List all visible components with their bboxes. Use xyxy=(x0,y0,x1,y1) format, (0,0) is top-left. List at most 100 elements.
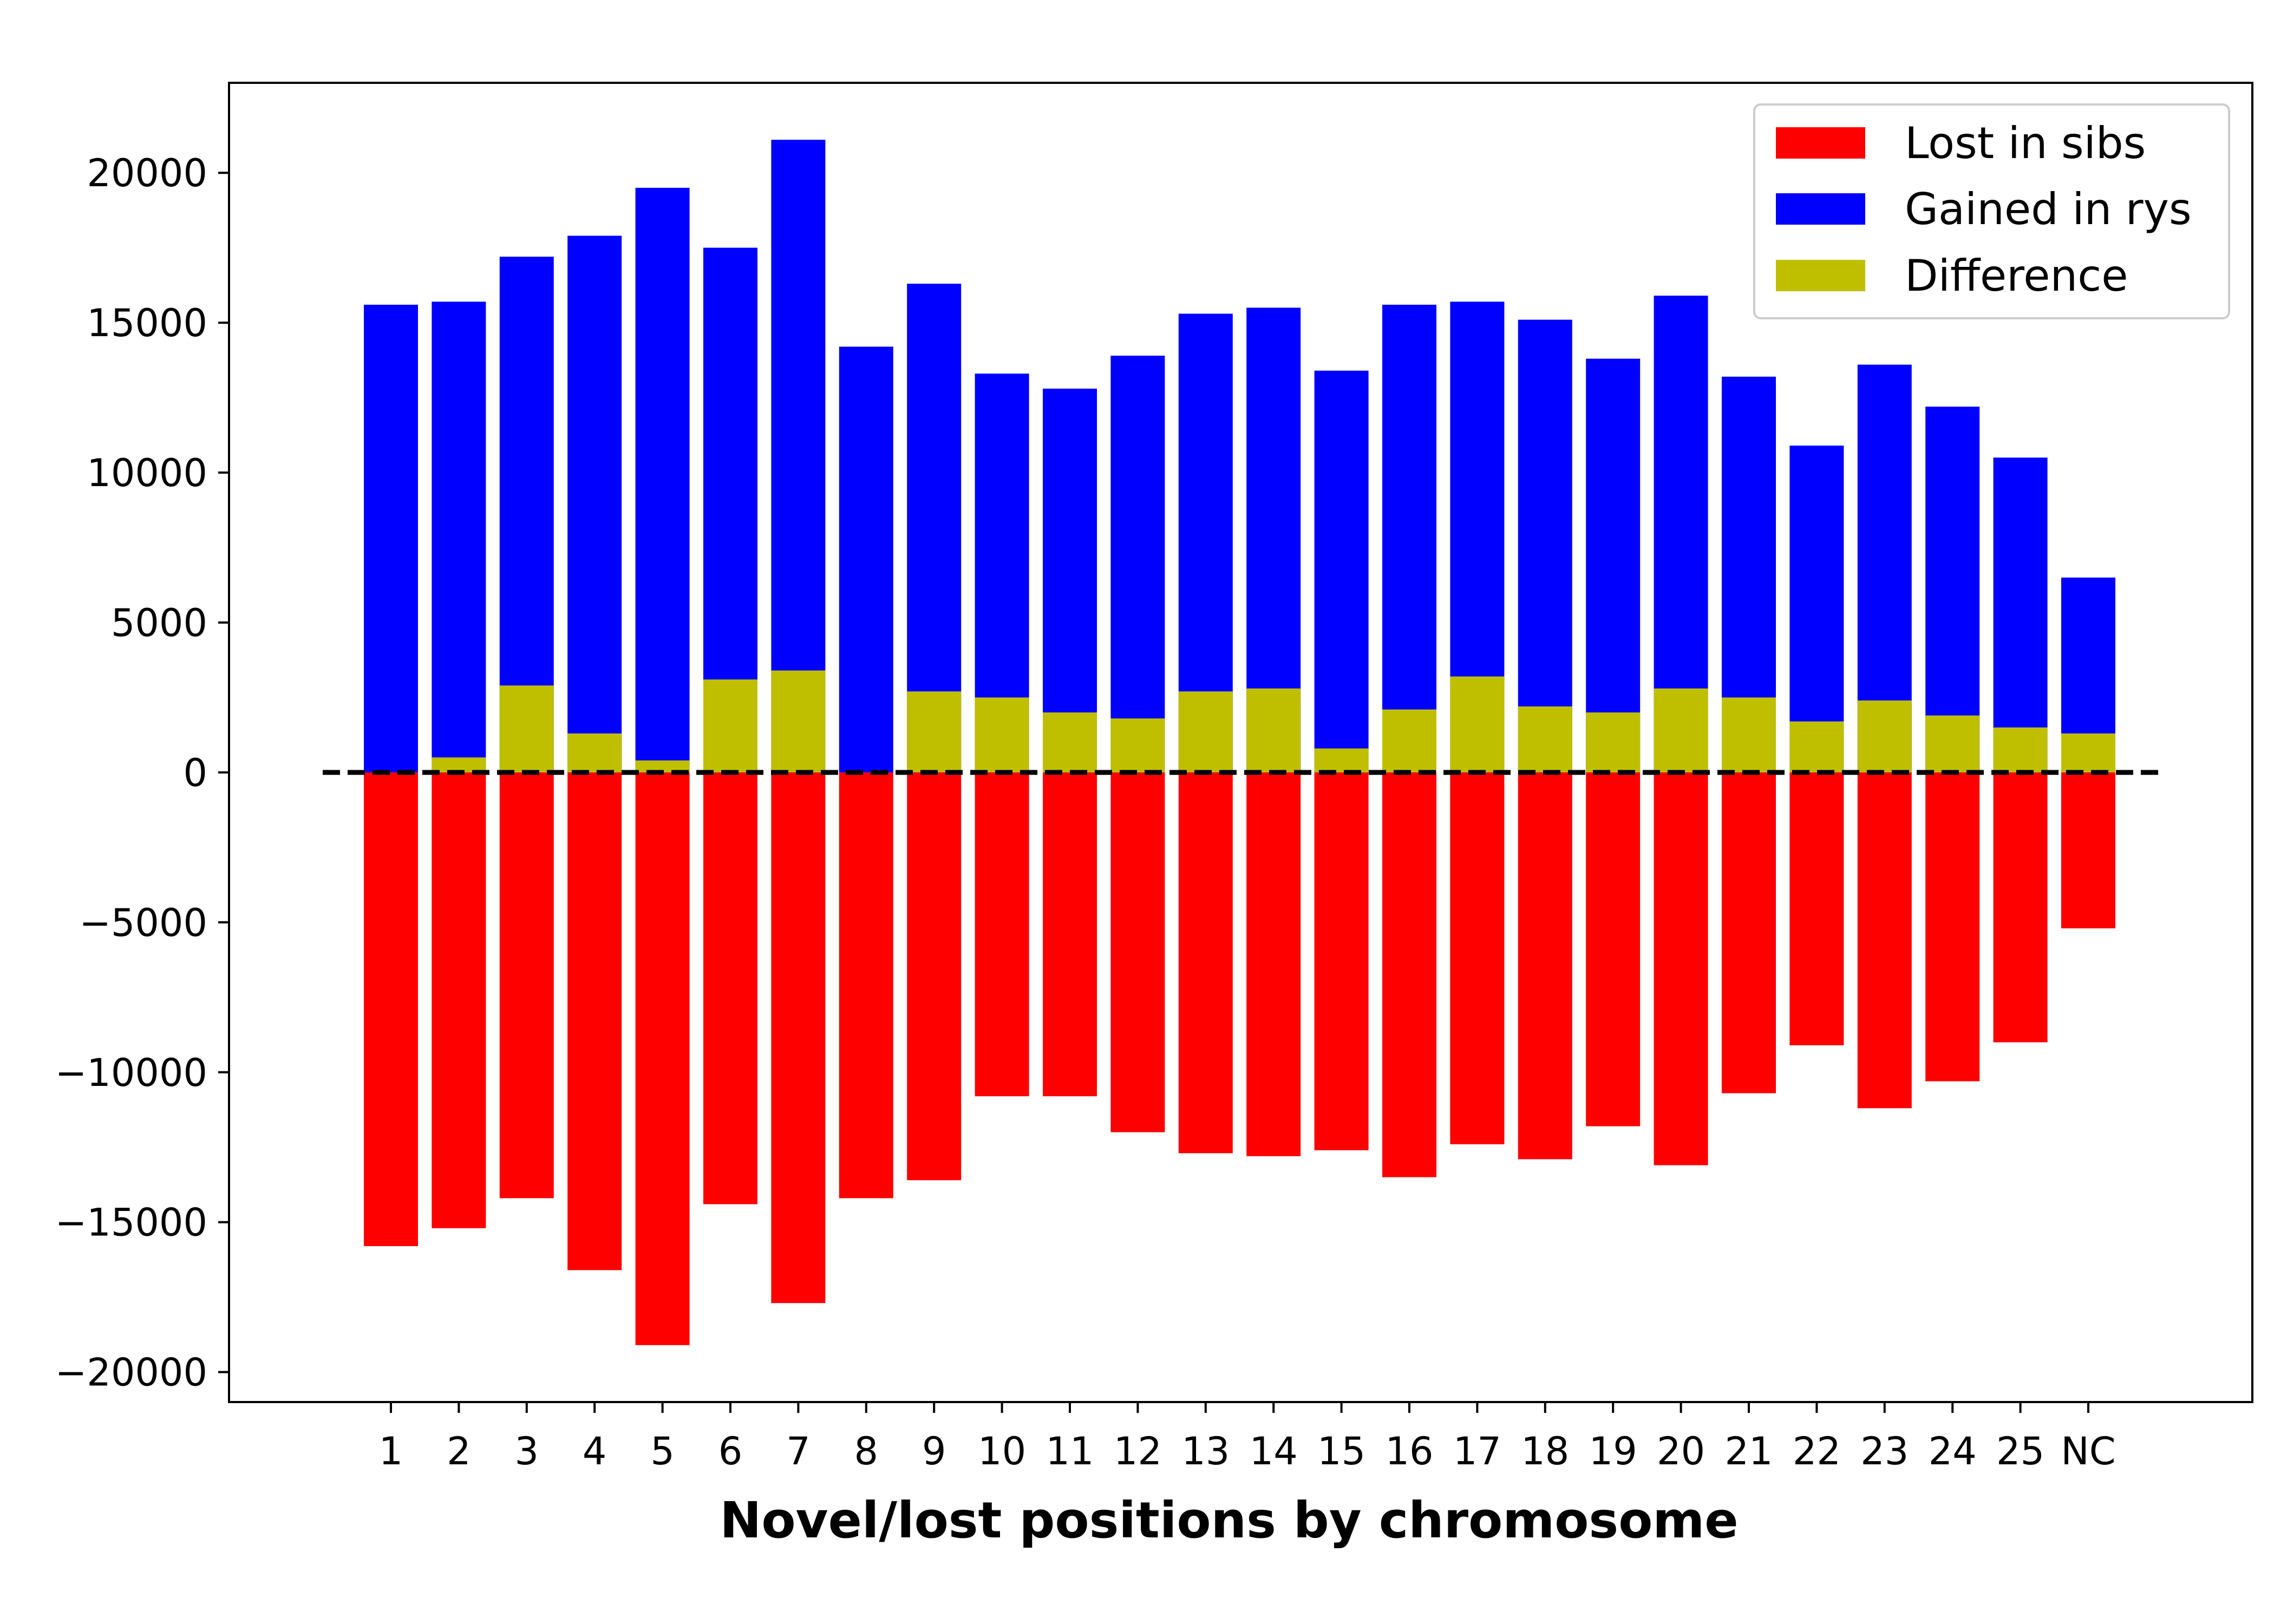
bar-difference-chr-25 xyxy=(1993,727,2048,772)
x-tick-label: 22 xyxy=(1793,1429,1841,1474)
x-tick-label: 3 xyxy=(515,1429,539,1474)
bar-difference-chr-6 xyxy=(703,679,757,772)
bar-lost-in-sibs-chr-11 xyxy=(1043,772,1097,1097)
bar-lost-in-sibs-chr-19 xyxy=(1586,772,1641,1127)
bar-difference-chr-9 xyxy=(907,691,962,772)
bar-lost-in-sibs-chr-3 xyxy=(499,772,554,1199)
x-tick-label: 11 xyxy=(1045,1429,1094,1474)
bar-difference-chr-18 xyxy=(1518,706,1572,772)
bar-gained-in-rys-chr-18 xyxy=(1518,319,1572,772)
bar-difference-chr-20 xyxy=(1654,688,1708,772)
bar-lost-in-sibs-chr-7 xyxy=(771,772,826,1304)
x-tick-label: 5 xyxy=(650,1429,675,1474)
bar-lost-in-sibs-chr-20 xyxy=(1654,772,1708,1165)
y-tick-label: −10000 xyxy=(55,1051,207,1095)
bar-gained-in-rys-chr-15 xyxy=(1314,370,1369,772)
x-tick-label: 19 xyxy=(1589,1429,1637,1474)
x-tick-label: 25 xyxy=(1996,1429,2044,1474)
x-tick-label: 21 xyxy=(1724,1429,1773,1474)
bar-difference-chr-24 xyxy=(1925,715,1980,772)
bar-difference-chr-22 xyxy=(1789,721,1844,772)
bar-gained-in-rys-chr-16 xyxy=(1382,304,1436,772)
bar-lost-in-sibs-chr-16 xyxy=(1382,772,1436,1177)
bar-difference-chr-3 xyxy=(499,685,554,772)
legend-label-gained-in-rys: Gained in rys xyxy=(1905,184,2192,234)
bar-gained-in-rys-chr-11 xyxy=(1043,388,1097,772)
bar-difference-chr-11 xyxy=(1043,712,1097,772)
bar-lost-in-sibs-chr-22 xyxy=(1789,772,1844,1045)
bar-gained-in-rys-chr-7 xyxy=(771,140,826,772)
bars-layer xyxy=(364,140,2115,1345)
x-tick-label: 10 xyxy=(978,1429,1026,1474)
bar-difference-chr-14 xyxy=(1246,688,1301,772)
bar-gained-in-rys-chr-24 xyxy=(1925,407,1980,772)
x-tick-label: 12 xyxy=(1114,1429,1162,1474)
y-axis: −20000 −15000 −10000 −5000 0 5000 10000 15000 20… xyxy=(55,151,229,1395)
y-tick-label: 15000 xyxy=(87,301,207,345)
x-tick-label: 17 xyxy=(1453,1429,1501,1474)
bar-lost-in-sibs-chr-nc xyxy=(2061,772,2115,928)
bar-lost-in-sibs-chr-1 xyxy=(364,772,418,1246)
x-tick-label: 7 xyxy=(786,1429,811,1474)
bar-gained-in-rys-chr-8 xyxy=(839,346,893,772)
bar-difference-chr-2 xyxy=(432,757,486,772)
bar-lost-in-sibs-chr-25 xyxy=(1993,772,2048,1043)
bar-lost-in-sibs-chr-2 xyxy=(432,772,486,1228)
bar-difference-chr-nc xyxy=(2061,733,2115,772)
bar-lost-in-sibs-chr-18 xyxy=(1518,772,1572,1160)
bar-gained-in-rys-chr-19 xyxy=(1586,358,1641,772)
y-tick-label: 5000 xyxy=(111,601,207,645)
x-tick-label: 15 xyxy=(1317,1429,1365,1474)
bar-difference-chr-12 xyxy=(1110,718,1165,772)
bar-lost-in-sibs-chr-6 xyxy=(703,772,757,1204)
bar-lost-in-sibs-chr-24 xyxy=(1925,772,1980,1082)
bar-difference-chr-19 xyxy=(1586,712,1641,772)
bar-gained-in-rys-chr-12 xyxy=(1110,356,1165,772)
bar-difference-chr-17 xyxy=(1450,676,1505,772)
bar-lost-in-sibs-chr-15 xyxy=(1314,772,1369,1150)
x-tick-label: 9 xyxy=(922,1429,946,1474)
bar-gained-in-rys-chr-5 xyxy=(635,187,690,772)
legend-label-lost-in-sibs: Lost in sibs xyxy=(1905,118,2146,168)
bar-difference-chr-4 xyxy=(567,733,622,772)
x-tick-label: 13 xyxy=(1181,1429,1230,1474)
y-tick-label: 20000 xyxy=(87,151,207,195)
x-axis: 1 2 3 4 5 6 7 8 9 10 11 12 13 14 15 16 17 18 19 20 21 22 23 24 2… xyxy=(379,1402,2116,1474)
y-tick-label: −15000 xyxy=(55,1201,207,1245)
plot-area-frame xyxy=(228,82,2253,1403)
x-tick-label: 8 xyxy=(854,1429,879,1474)
bar-lost-in-sibs-chr-12 xyxy=(1110,772,1165,1132)
bar-lost-in-sibs-chr-9 xyxy=(907,772,962,1181)
x-tick-label: 6 xyxy=(718,1429,743,1474)
x-tick-label: 1 xyxy=(379,1429,403,1474)
x-axis-title: Novel/lost positions by chromosome xyxy=(720,1491,1738,1549)
bar-gained-in-rys-chr-9 xyxy=(907,284,962,772)
y-tick-label: −5000 xyxy=(79,901,207,945)
bar-difference-chr-15 xyxy=(1314,748,1369,772)
legend-frame xyxy=(1753,103,2230,319)
x-tick-label: 2 xyxy=(447,1429,471,1474)
bar-lost-in-sibs-chr-13 xyxy=(1178,772,1233,1154)
x-tick-label: NC xyxy=(2061,1429,2115,1474)
legend: Lost in sibs Gained in rys Difference xyxy=(1753,103,2230,319)
bar-gained-in-rys-chr-22 xyxy=(1789,446,1844,772)
bar-gained-in-rys-chr-25 xyxy=(1993,457,2048,772)
x-tick-label: 16 xyxy=(1385,1429,1433,1474)
bar-difference-chr-21 xyxy=(1722,697,1776,772)
bar-lost-in-sibs-chr-21 xyxy=(1722,772,1776,1093)
bar-difference-chr-13 xyxy=(1178,691,1233,772)
bar-difference-chr-10 xyxy=(975,697,1029,772)
x-tick-label: 14 xyxy=(1250,1429,1298,1474)
bar-difference-chr-23 xyxy=(1857,700,1912,772)
bar-difference-chr-5 xyxy=(635,760,690,772)
bar-lost-in-sibs-chr-8 xyxy=(839,772,893,1199)
legend-swatch-difference xyxy=(1776,260,1865,291)
bar-lost-in-sibs-chr-4 xyxy=(567,772,622,1271)
bar-lost-in-sibs-chr-10 xyxy=(975,772,1029,1097)
x-tick-label: 23 xyxy=(1860,1429,1909,1474)
bar-lost-in-sibs-chr-17 xyxy=(1450,772,1505,1144)
x-tick-label: 18 xyxy=(1521,1429,1569,1474)
y-tick-label: −20000 xyxy=(55,1351,207,1395)
